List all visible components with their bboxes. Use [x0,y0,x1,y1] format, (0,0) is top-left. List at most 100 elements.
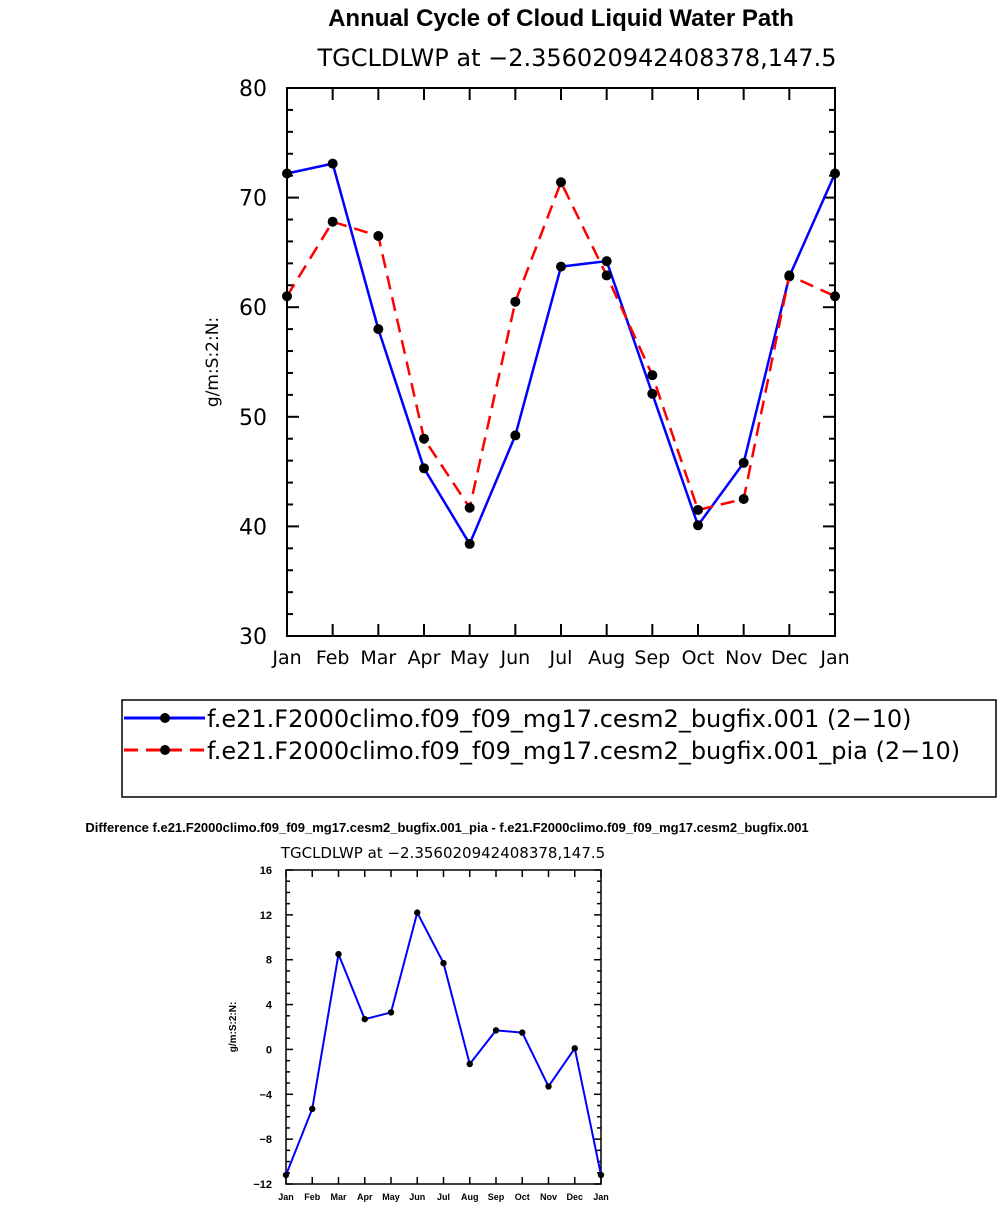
x-tick-label: May [450,647,489,669]
series-1-point [440,959,447,967]
series-line-1 [285,911,602,1176]
x-tick-label: Mar [330,1192,347,1202]
main-chart-ylabel: g/m:S:2:N: [203,317,223,407]
x-tick-label: Nov [725,647,762,669]
difference-chart-ylabel: g/m:S:2:N: [228,1002,239,1053]
series-1-point [693,520,703,531]
x-tick-label: Sep [634,647,670,669]
series-1-point [571,1045,578,1052]
x-tick-label: Aug [461,1192,479,1202]
x-tick-label: Feb [304,1192,321,1202]
main-chart-ticks [286,87,836,637]
x-tick-label: Jul [549,647,573,669]
x-tick-label: Sep [488,1192,505,1202]
y-tick-label: 16 [260,865,272,877]
x-tick-label: Oct [515,1192,530,1202]
series-2-point [601,270,612,281]
series-2-point [282,291,292,302]
series-2-point [693,504,703,515]
x-tick-label: Jan [271,647,301,669]
y-tick-label: −12 [253,1179,272,1191]
series-1-point [466,1060,473,1068]
x-tick-label: May [382,1192,400,1202]
legend-label-series-1: f.e21.F2000climo.f09_f09_mg17.cesm2_bugf… [207,705,912,733]
legend-marker-series-2 [160,745,170,755]
series-1-point [519,1029,526,1036]
difference-chart-subtitle: TGCLDLWP at −2.356020942408378,147.5 [280,844,605,862]
y-tick-label: 8 [266,955,272,967]
series-1-point [545,1083,552,1090]
x-tick-label: Jun [499,647,530,669]
difference-chart-series [282,909,605,1179]
series-2-point [830,291,840,302]
y-tick-label: −4 [259,1089,272,1101]
y-tick-label: 80 [239,77,267,102]
series-1-point [387,1009,395,1016]
main-chart: Annual Cycle of Cloud Liquid Water Path … [203,5,850,669]
x-tick-label: Dec [566,1192,583,1202]
y-tick-label: 50 [239,406,267,431]
x-tick-label: Aug [588,647,625,669]
y-tick-label: 30 [239,625,267,650]
legend-box [121,699,997,798]
y-tick-label: 40 [239,515,267,540]
difference-chart-title: Difference f.e21.F2000climo.f09_f09_mg17… [85,820,808,835]
series-line-2 [285,181,836,512]
series-1-point [335,950,342,958]
legend-label-series-2: f.e21.F2000climo.f09_f09_mg17.cesm2_bugf… [207,737,960,765]
series-1-point [597,1171,605,1179]
main-chart-y-tick-labels: 30 40 50 60 70 80 [239,77,267,650]
series-2-point [464,502,475,513]
series-1-point [373,324,384,335]
series-2-point [419,433,429,444]
difference-chart-x-tick-labels: Jan Feb Mar Apr May Jun Jul Aug Sep Oct Nov Dec Jan [278,1192,609,1202]
series-1-point [510,430,521,441]
series-1-point [419,463,429,474]
legend-marker-series-1 [160,713,170,723]
series-line-1 [286,162,837,546]
series-1-point [309,1105,316,1113]
series-1-point [327,158,338,169]
y-tick-label: 60 [239,296,267,321]
series-2-point [373,230,384,241]
series-2-point [784,270,795,281]
x-tick-label: Feb [316,647,350,669]
x-tick-label: Jan [819,647,849,669]
series-1-point [738,457,749,468]
main-chart-frame [286,87,836,637]
difference-chart-ticks [285,869,602,1185]
x-tick-label: Nov [540,1192,557,1202]
series-1-point [464,538,475,549]
series-2-point [556,177,566,188]
x-tick-label: Jan [278,1192,294,1202]
x-tick-label: Jan [593,1192,609,1202]
x-tick-label: Apr [357,1192,373,1202]
y-tick-label: 0 [266,1044,272,1056]
series-2-point [647,370,658,381]
x-tick-label: Dec [771,647,808,669]
series-1-point [492,1027,500,1034]
series-1-point [601,256,612,267]
main-chart-subtitle: TGCLDLWP at −2.356020942408378,147.5 [317,44,837,72]
difference-chart: Difference f.e21.F2000climo.f09_f09_mg17… [85,820,808,1202]
series-1-point [282,1171,290,1179]
x-tick-label: Mar [360,647,396,669]
difference-chart-frame [285,869,602,1185]
main-chart-title: Annual Cycle of Cloud Liquid Water Path [328,5,794,32]
legend: f.e21.F2000climo.f09_f09_mg17.cesm2_bugf… [121,699,997,798]
y-tick-label: 70 [239,187,267,212]
series-1-point [282,168,292,179]
y-tick-label: 4 [266,1000,273,1012]
series-1-point [647,388,658,399]
series-1-point [361,1015,368,1023]
series-2-point [738,494,749,504]
series-2-point [510,296,521,307]
y-tick-label: −8 [259,1134,272,1146]
series-1-point [556,261,566,272]
x-tick-label: Oct [682,647,715,669]
y-tick-label: 12 [260,910,272,922]
x-tick-label: Jun [409,1192,425,1202]
main-chart-x-tick-labels: Jan Feb Mar Apr May Jun Jul Aug Sep Oct Nov Dec Jan [271,647,849,669]
main-chart-series [282,158,840,549]
